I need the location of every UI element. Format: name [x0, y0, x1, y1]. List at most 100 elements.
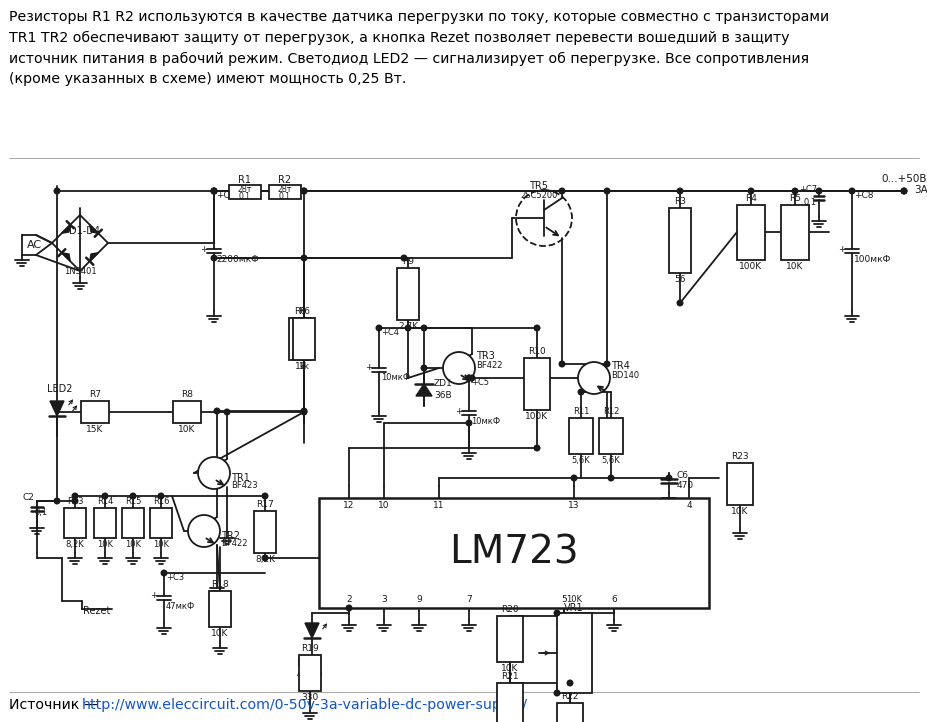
Text: R4: R4	[744, 194, 756, 203]
Text: 470: 470	[677, 481, 693, 490]
Text: 8,2K: 8,2K	[255, 555, 274, 564]
Bar	[726, 463, 752, 505]
Bar	[64, 508, 86, 538]
Polygon shape	[90, 253, 98, 261]
Text: +C7: +C7	[798, 185, 816, 193]
Text: VR1: VR1	[564, 603, 583, 613]
Circle shape	[571, 475, 577, 481]
Text: 10K: 10K	[211, 629, 228, 638]
Text: 2Вт: 2Вт	[237, 185, 252, 193]
Bar	[288, 318, 311, 360]
Text: 10K: 10K	[501, 664, 518, 673]
Text: R5: R5	[788, 194, 800, 203]
Circle shape	[677, 300, 682, 306]
Text: TR4: TR4	[610, 361, 629, 371]
Text: 0,1: 0,1	[279, 191, 291, 201]
Text: +C1: +C1	[216, 191, 235, 200]
Circle shape	[900, 188, 906, 193]
Text: 5: 5	[561, 596, 566, 604]
Text: +: +	[837, 245, 844, 253]
Text: R23: R23	[730, 452, 748, 461]
Text: 0,1: 0,1	[239, 191, 250, 201]
Bar	[298, 655, 321, 691]
Text: ZD1: ZD1	[434, 378, 452, 388]
Text: TR2: TR2	[221, 531, 240, 541]
Text: 2SC5200: 2SC5200	[520, 191, 557, 201]
Circle shape	[666, 475, 671, 481]
Bar	[397, 268, 419, 320]
Bar	[497, 683, 523, 722]
Text: R6: R6	[294, 307, 306, 316]
Circle shape	[301, 255, 307, 261]
Circle shape	[301, 188, 307, 193]
Circle shape	[161, 570, 167, 576]
Text: +: +	[365, 363, 373, 372]
Text: 2Вт: 2Вт	[277, 185, 292, 193]
Circle shape	[553, 610, 559, 616]
Text: 1k: 1k	[298, 362, 310, 371]
Circle shape	[301, 408, 307, 414]
Circle shape	[578, 389, 583, 395]
Text: 11: 11	[433, 502, 444, 510]
Text: R6: R6	[298, 307, 310, 316]
Text: +: +	[455, 406, 463, 415]
Text: D1-D4: D1-D4	[69, 226, 100, 236]
Text: R11: R11	[572, 407, 589, 416]
Text: R1: R1	[238, 175, 251, 185]
Circle shape	[54, 188, 59, 193]
Circle shape	[816, 188, 821, 193]
Circle shape	[465, 375, 471, 380]
Circle shape	[465, 375, 471, 380]
Circle shape	[72, 498, 78, 504]
Circle shape	[442, 352, 475, 384]
Circle shape	[465, 420, 471, 426]
Text: R16: R16	[153, 497, 169, 506]
Circle shape	[534, 445, 540, 451]
Polygon shape	[90, 225, 98, 233]
Text: R3: R3	[673, 197, 685, 206]
Circle shape	[130, 493, 135, 499]
Text: 15K: 15K	[86, 425, 104, 434]
Circle shape	[603, 361, 609, 367]
Text: R21: R21	[501, 672, 518, 681]
Text: +C5: +C5	[471, 378, 489, 387]
Bar	[524, 358, 550, 410]
Circle shape	[197, 457, 230, 489]
Circle shape	[559, 361, 565, 367]
Bar	[81, 401, 108, 423]
Bar	[668, 208, 691, 273]
Circle shape	[158, 493, 164, 499]
Polygon shape	[50, 401, 64, 416]
Text: +C3: +C3	[166, 573, 184, 582]
Text: 10: 10	[378, 502, 389, 510]
Text: +: +	[150, 591, 158, 601]
Circle shape	[677, 188, 682, 193]
Bar	[568, 418, 592, 454]
Text: 10K: 10K	[785, 262, 803, 271]
Text: 100K: 100K	[739, 262, 762, 271]
Text: 8,2K: 8,2K	[66, 540, 84, 549]
Text: 10K: 10K	[125, 540, 141, 549]
Circle shape	[421, 365, 426, 371]
Circle shape	[607, 475, 613, 481]
Text: 2: 2	[346, 596, 351, 604]
Text: TR3: TR3	[476, 351, 494, 361]
Text: C6: C6	[677, 471, 688, 481]
Text: 0,1: 0,1	[34, 508, 47, 518]
Text: 13: 13	[567, 502, 579, 510]
Text: 10K: 10K	[178, 425, 196, 434]
Circle shape	[375, 325, 381, 331]
Circle shape	[262, 555, 268, 561]
Text: 100K: 100K	[525, 412, 548, 421]
Text: R14: R14	[96, 497, 113, 506]
Text: BF422: BF422	[221, 539, 248, 549]
Text: +C4: +C4	[381, 328, 399, 337]
Circle shape	[566, 680, 572, 686]
Circle shape	[553, 690, 559, 696]
Bar	[150, 508, 171, 538]
Text: 56: 56	[674, 275, 685, 284]
Text: 6: 6	[611, 596, 616, 604]
Text: BD140: BD140	[610, 370, 639, 380]
Bar	[497, 616, 523, 662]
Circle shape	[211, 255, 217, 261]
